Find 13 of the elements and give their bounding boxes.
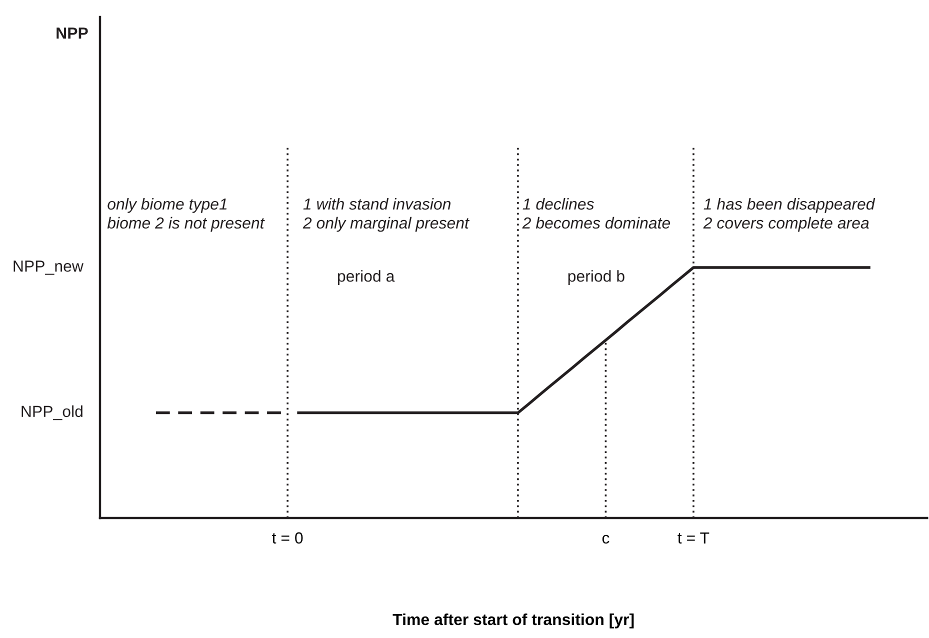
text: only biome type1 biome 2 is not present xyxy=(107,198,265,232)
text: NPP xyxy=(56,28,88,39)
text: 1 with stand invasion 2 only marginal present xyxy=(302,198,470,232)
x-tick-label: c xyxy=(602,534,610,544)
text: NPP_new xyxy=(14,260,84,275)
annotation: period a xyxy=(338,270,395,285)
annotation: period b xyxy=(568,270,624,285)
x-tick-label: t = T xyxy=(678,532,710,544)
x-axis-title: Time after start of transition [yr] xyxy=(392,613,634,628)
text: 1 has been disappeared 2 covers complete area xyxy=(703,198,876,232)
x-tick-label: t = 0 xyxy=(272,532,303,544)
text: NPP_old xyxy=(22,405,82,420)
text: 1 declines 2 becomes dominate xyxy=(522,198,670,229)
